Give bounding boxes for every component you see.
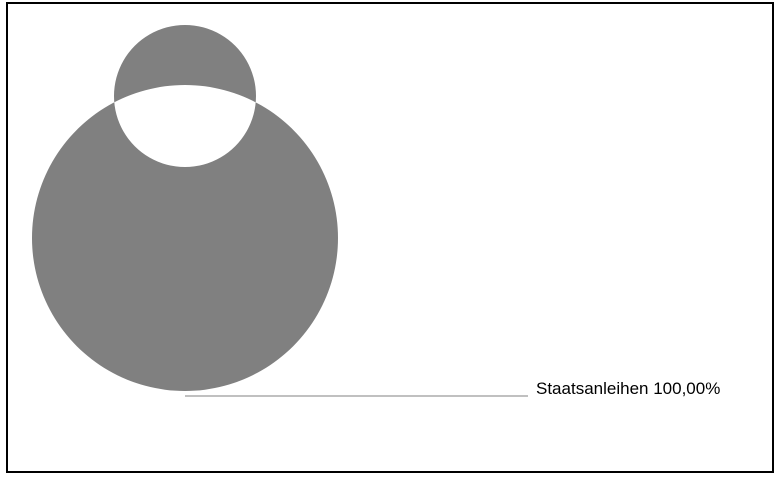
slice-label: Staatsanleihen 100,00% [536, 379, 720, 398]
donut-slices [31, 24, 338, 392]
donut-slice-staatsanleihen [31, 24, 338, 392]
